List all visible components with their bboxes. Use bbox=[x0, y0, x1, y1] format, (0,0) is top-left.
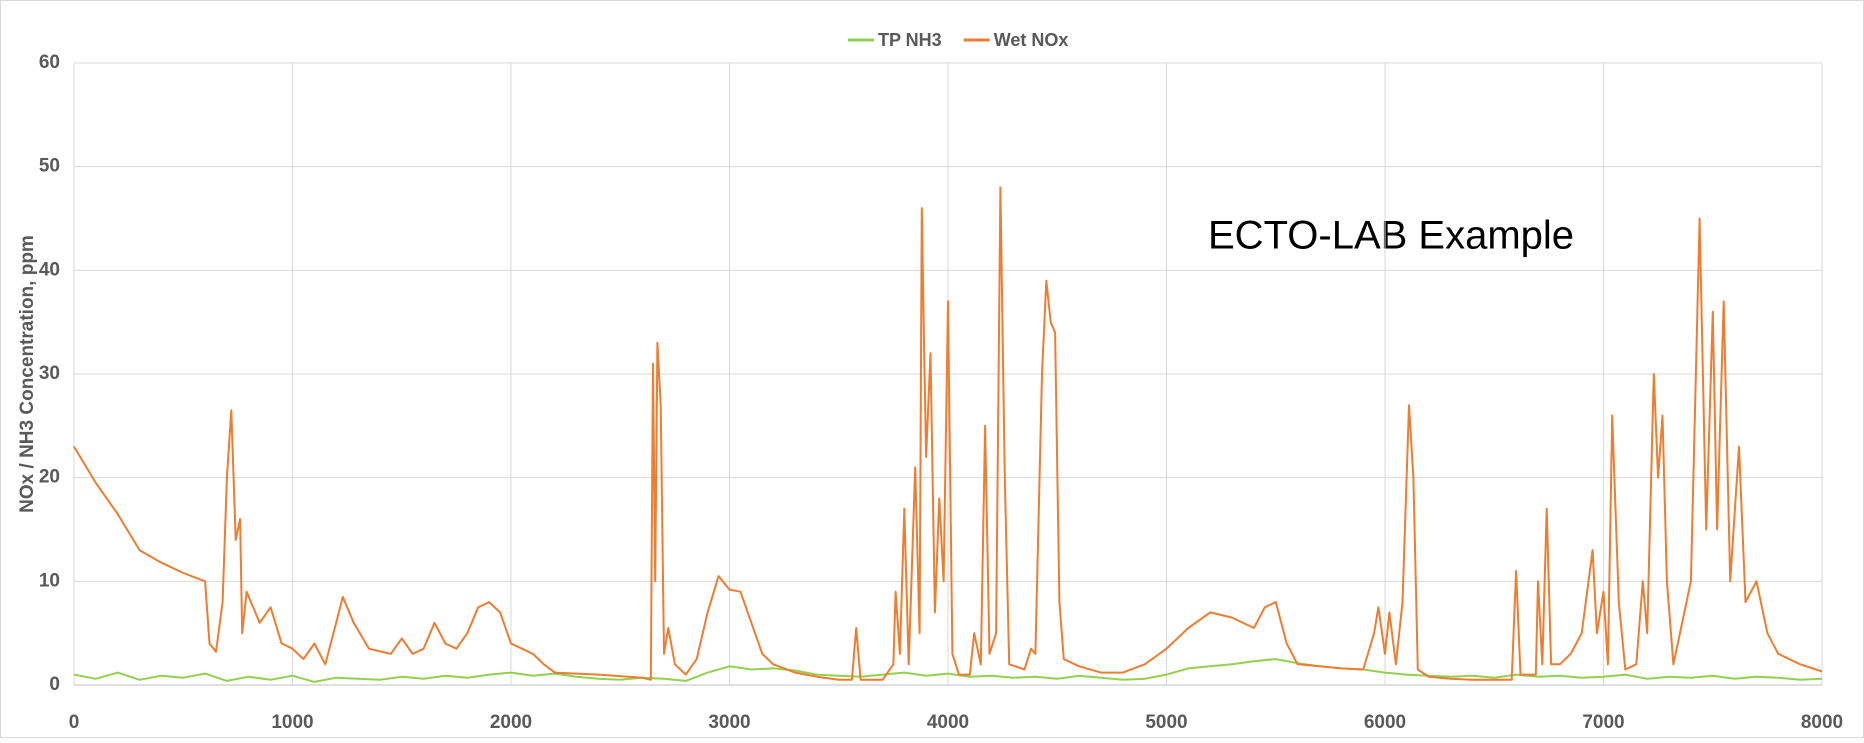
y-tick-label: 10 bbox=[39, 570, 60, 591]
x-tick-label: 1000 bbox=[271, 712, 313, 733]
series-line bbox=[73, 658, 1823, 683]
legend-label: Wet NOx bbox=[994, 30, 1069, 50]
x-tick-label: 5000 bbox=[1145, 712, 1187, 733]
series-line bbox=[73, 186, 1823, 681]
y-tick-label: 40 bbox=[39, 259, 60, 280]
y-tick-label: 30 bbox=[39, 363, 60, 384]
y-tick-label: 50 bbox=[39, 156, 60, 177]
x-tick-label: 0 bbox=[69, 712, 80, 733]
y-axis-label: NOx / NH3 Concentration, ppm bbox=[17, 235, 38, 513]
legend-label: TP NH3 bbox=[878, 30, 942, 50]
x-tick-label: 8000 bbox=[1801, 712, 1843, 733]
annotation: ECTO-LAB Example bbox=[1208, 214, 1574, 258]
x-tick-label: 2000 bbox=[490, 712, 532, 733]
x-tick-label: 4000 bbox=[927, 712, 969, 733]
x-tick-label: 7000 bbox=[1582, 712, 1624, 733]
y-tick-label: 0 bbox=[49, 674, 60, 695]
y-tick-label: 20 bbox=[39, 467, 60, 488]
y-tick-label: 60 bbox=[39, 52, 60, 73]
x-tick-label: 3000 bbox=[708, 712, 750, 733]
x-tick-label: 6000 bbox=[1364, 712, 1406, 733]
